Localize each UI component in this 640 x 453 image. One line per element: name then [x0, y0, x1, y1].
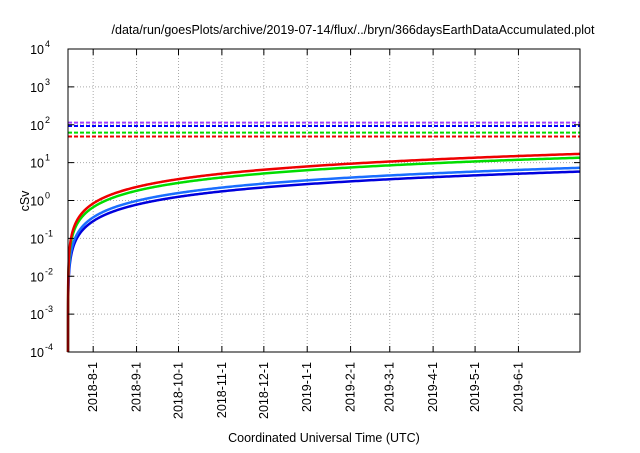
x-tick-label: 2018-11-1 — [215, 362, 229, 418]
y-tick-exponent: 1 — [45, 153, 50, 163]
y-tick-exponent: 2 — [45, 115, 50, 125]
y-tick-base: 10 — [30, 232, 44, 246]
y-tick-label: 10 — [30, 157, 44, 171]
y-tick-base: 10 — [30, 157, 44, 171]
y-tick-exponent: -3 — [45, 304, 53, 314]
y-tick-label: 10 — [30, 270, 44, 284]
y-tick-label: 10 — [30, 119, 44, 133]
x-tick-label: 2019-2-1 — [344, 362, 358, 412]
y-tick-label: 10 — [30, 346, 44, 360]
y-tick-label: 10 — [30, 232, 44, 246]
y-tick-exponent: 3 — [45, 77, 50, 87]
y-tick-base: 10 — [30, 308, 44, 322]
x-tick-label: 2019-5-1 — [468, 362, 482, 412]
x-tick-label: 2019-6-1 — [511, 362, 525, 412]
y-tick-base: 10 — [30, 346, 44, 360]
y-tick-exponent: -2 — [45, 266, 53, 276]
series-line-accumulated-lightblue — [66, 166, 581, 353]
y-tick-base: 10 — [30, 43, 44, 57]
x-tick-label: 2019-4-1 — [426, 362, 440, 412]
series-line-accumulated-darkblue — [66, 170, 581, 353]
series-line-accumulated-red — [66, 152, 581, 352]
x-tick-label: 2019-1-1 — [300, 362, 314, 412]
x-tick-label: 2019-3-1 — [383, 362, 397, 412]
series-line-accumulated-green — [66, 156, 581, 353]
y-tick-base: 10 — [30, 195, 44, 209]
y-tick-base: 10 — [30, 270, 44, 284]
x-tick-label: 2018-10-1 — [172, 362, 186, 419]
x-tick-label: 2018-9-1 — [130, 362, 144, 412]
y-tick-exponent: 4 — [45, 39, 50, 49]
y-tick-base: 10 — [30, 81, 44, 95]
y-tick-exponent: -4 — [45, 342, 53, 352]
y-tick-label: 10 — [30, 81, 44, 95]
y-tick-base: 10 — [30, 119, 44, 133]
x-axis-label: Coordinated Universal Time (UTC) — [228, 431, 420, 445]
y-tick-exponent: 0 — [45, 191, 50, 201]
x-tick-label: 2018-8-1 — [86, 362, 100, 412]
chart-title: /data/run/goesPlots/archive/2019-07-14/f… — [112, 23, 595, 37]
y-tick-exponent: -1 — [45, 228, 53, 238]
y-tick-label: 10 — [30, 195, 44, 209]
x-tick-label: 2018-12-1 — [257, 362, 271, 419]
y-tick-label: 10 — [30, 43, 44, 57]
y-tick-label: 10 — [30, 308, 44, 322]
y-axis-label: cSv — [18, 190, 32, 212]
